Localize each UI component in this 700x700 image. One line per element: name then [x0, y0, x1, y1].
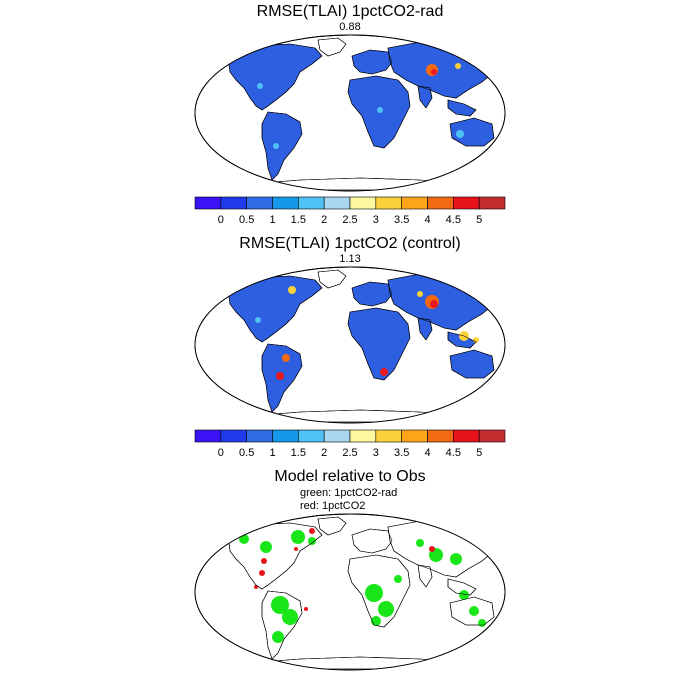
global-mean-value: 0.88	[339, 21, 361, 33]
green-region	[394, 575, 402, 583]
colorbar: 0 0.5 1 1.5 2 2.5 3 3.5 4 4.5 5	[194, 196, 506, 226]
colorbar-swatch	[298, 196, 325, 210]
green-region	[450, 553, 462, 565]
colorbar-tick-label: 1.5	[291, 447, 306, 459]
colorbar: 0 0.5 1 1.5 2 2.5 3 3.5 4 4.5 5	[194, 429, 506, 459]
hotspot	[377, 107, 383, 113]
panel-title: RMSE(TLAI) 1pctCO2-rad	[256, 3, 444, 20]
hotspot	[431, 69, 437, 75]
colorbar-swatch	[246, 196, 273, 210]
hotspot	[456, 130, 464, 138]
colorbar-swatch	[220, 196, 247, 210]
red-region	[294, 547, 298, 551]
colorbar-swatch	[323, 196, 351, 210]
global-mean-value: 1.13	[339, 253, 361, 265]
colorbar-tick-label: 2.5	[342, 447, 357, 459]
colorbar-swatch	[427, 196, 454, 210]
hotspot	[273, 143, 279, 149]
colorbar-tick-label: 4.5	[446, 214, 461, 226]
hotspot	[282, 354, 290, 362]
colorbar-swatch	[453, 196, 480, 210]
colorbar-tick-label: 2.5	[342, 214, 357, 226]
hotspot	[288, 286, 296, 294]
colorbar-swatch	[401, 196, 428, 210]
panel-title: RMSE(TLAI) 1pctCO2 (control)	[239, 235, 461, 252]
red-region	[304, 607, 308, 611]
colorbar-tick-label: 3.5	[394, 214, 409, 226]
green-region	[416, 539, 424, 547]
colorbar-swatch	[375, 429, 402, 443]
colorbar-swatch	[375, 196, 402, 210]
red-region	[309, 528, 315, 534]
colorbar-swatch	[194, 196, 222, 210]
colorbar-swatch	[427, 429, 454, 443]
colorbar-tick-label: 2	[321, 447, 327, 459]
colorbar-tick-label: 3	[373, 214, 379, 226]
world-map	[194, 34, 506, 192]
green-region	[271, 596, 289, 614]
hotspot	[276, 372, 284, 380]
colorbar-swatch	[272, 429, 299, 443]
green-region	[291, 530, 305, 544]
panel-title: Model relative to Obs	[274, 468, 426, 485]
colorbar-tick-label: 3	[373, 447, 379, 459]
colorbar-tick-label: 0	[218, 447, 224, 459]
red-region	[259, 570, 265, 576]
world-map	[194, 266, 506, 424]
colorbar-tick-label: 3.5	[394, 447, 409, 459]
hotspot	[380, 368, 388, 376]
colorbar-swatch	[349, 429, 377, 443]
colorbar-tick-label: 5	[476, 447, 482, 459]
colorbar-tick-label: 4	[424, 214, 430, 226]
red-region	[429, 546, 435, 552]
colorbar-swatch	[401, 429, 428, 443]
hotspot	[455, 63, 461, 69]
green-region	[378, 601, 394, 617]
legend-green: green: 1pctCO2-rad	[300, 487, 398, 499]
colorbar-tick-label: 4	[424, 447, 430, 459]
green-region	[260, 541, 272, 553]
colorbar-tick-label: 4.5	[446, 447, 461, 459]
colorbar-swatch	[453, 429, 480, 443]
colorbar-tick-label: 0.5	[239, 214, 254, 226]
hotspot	[430, 300, 438, 308]
colorbar-tick-label: 0.5	[239, 447, 254, 459]
colorbar-swatch	[194, 429, 222, 443]
colorbar-tick-label: 1	[269, 447, 275, 459]
colorbar-swatch	[272, 196, 299, 210]
colorbar-swatch	[349, 196, 377, 210]
colorbar-tick-label: 0	[218, 214, 224, 226]
green-region	[459, 590, 469, 600]
colorbar-tick-label: 5	[476, 214, 482, 226]
colorbar-swatch	[478, 429, 506, 443]
green-region	[282, 609, 298, 625]
colorbar-tick-label: 1	[269, 214, 275, 226]
colorbar-swatch	[298, 429, 325, 443]
colorbar-swatch	[220, 429, 247, 443]
hotspot	[257, 83, 263, 89]
hotspot	[417, 291, 423, 297]
colorbar-swatch	[323, 429, 351, 443]
legend-red: red: 1pctCO2	[300, 500, 366, 512]
colorbar-tick-label: 1.5	[291, 214, 306, 226]
green-region	[308, 537, 316, 545]
colorbar-swatch	[246, 429, 273, 443]
colorbar-tick-label: 2	[321, 214, 327, 226]
green-region	[365, 584, 383, 602]
green-region	[469, 606, 479, 616]
green-region	[478, 619, 486, 627]
green-region	[272, 631, 284, 643]
hotspot	[255, 317, 261, 323]
world-map	[194, 513, 506, 671]
red-region	[261, 558, 267, 564]
colorbar-swatch	[478, 196, 506, 210]
